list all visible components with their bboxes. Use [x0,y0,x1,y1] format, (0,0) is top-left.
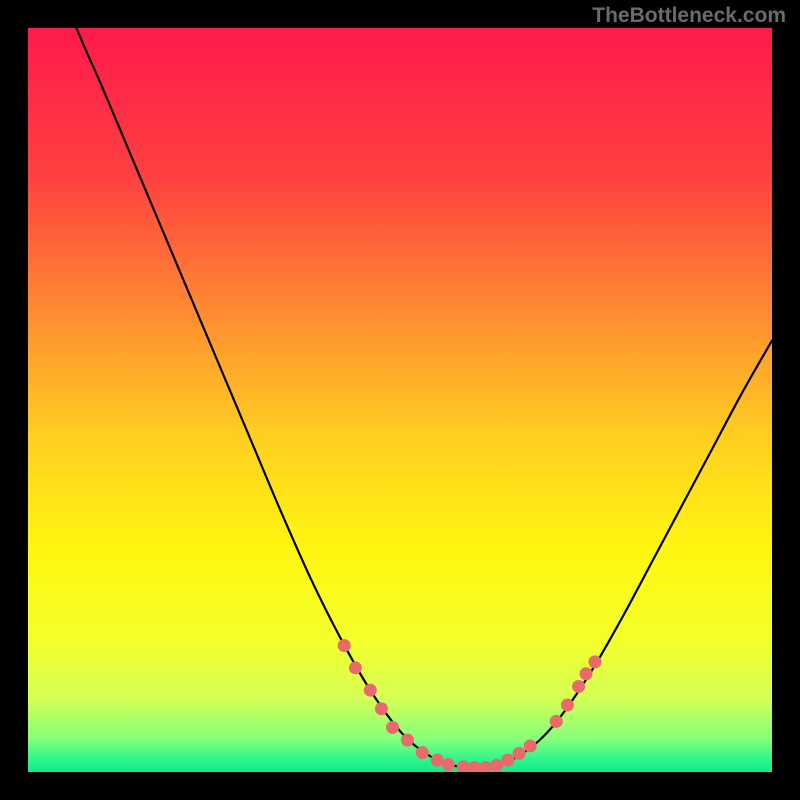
data-marker [349,661,362,674]
data-marker [550,715,563,728]
data-marker [457,760,470,772]
data-marker [431,754,444,767]
chart-svg [28,28,772,772]
data-marker [364,684,377,697]
watermark-text: TheBottleneck.com [592,4,786,28]
data-marker [513,747,526,760]
data-marker [561,699,574,712]
data-marker [416,746,429,759]
data-marker [524,739,537,752]
data-marker [338,639,351,652]
data-marker [375,702,388,715]
data-marker [479,761,492,772]
marker-group [338,639,602,772]
data-marker [442,758,455,771]
data-marker [468,761,481,772]
data-marker [588,655,601,668]
bottleneck-curve [76,28,772,768]
plot-area [28,28,772,772]
data-marker [490,759,503,772]
data-marker [580,667,593,680]
data-marker [386,721,399,734]
data-marker [572,680,585,693]
data-marker [501,754,514,767]
data-marker [401,734,414,747]
